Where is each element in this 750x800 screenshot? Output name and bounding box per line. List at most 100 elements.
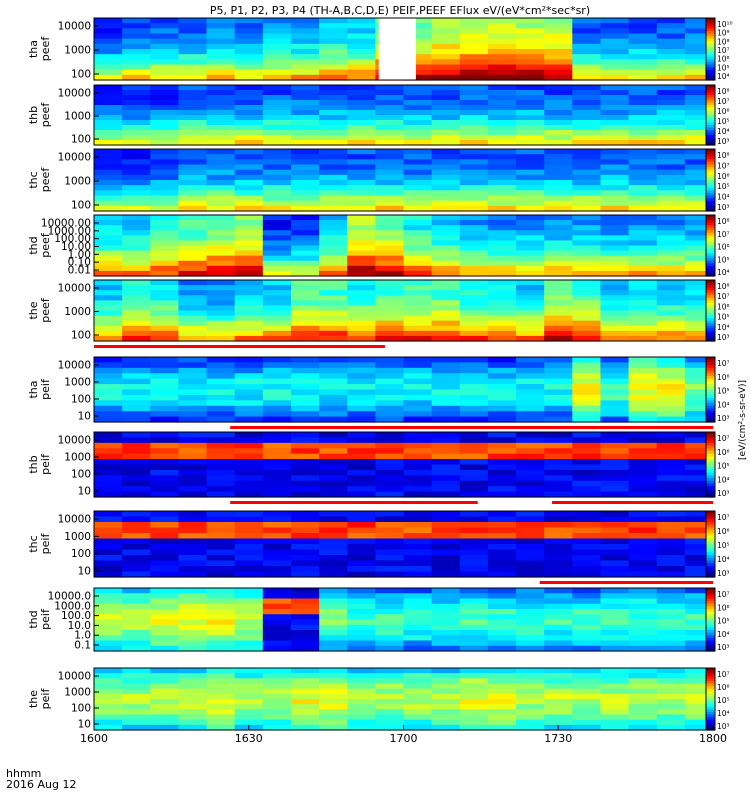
x-tick-label: 1800 (699, 732, 727, 745)
heatmap-cell (290, 320, 320, 327)
heatmap-cell (150, 100, 180, 106)
heatmap-cell (347, 357, 376, 364)
heatmap-cell (122, 640, 151, 647)
panel-species-label: peef (39, 297, 52, 323)
heatmap-cell (206, 74, 236, 81)
heatmap-cell (290, 295, 320, 301)
heatmap-cell (403, 560, 433, 567)
heatmap-cell (94, 190, 123, 197)
heatmap-cell (628, 110, 658, 116)
heatmap-cell (94, 609, 123, 615)
heatmap-cell (656, 544, 686, 551)
heatmap-cell (544, 220, 573, 226)
heatmap-cell (375, 709, 405, 716)
heatmap-cell (375, 159, 405, 166)
heatmap-cell (122, 411, 151, 418)
heatmap-cell (122, 115, 151, 121)
colorbar-step (706, 375, 715, 380)
heatmap-cell (375, 300, 405, 307)
heatmap-cell (122, 69, 151, 76)
heatmap-cell (431, 215, 461, 221)
heatmap-cell (403, 714, 433, 721)
quality-flag-bar (230, 501, 478, 504)
heatmap-cell (403, 448, 433, 455)
heatmap-cell (516, 95, 545, 101)
heatmap-cell (94, 164, 123, 171)
heatmap-cell (234, 255, 264, 262)
heatmap-cell (347, 640, 376, 647)
heatmap-cell (487, 624, 517, 631)
heatmap-cell (150, 115, 180, 121)
heatmap-cell (487, 270, 517, 277)
heatmap-cell (375, 305, 405, 312)
colorbar-frame (705, 356, 716, 423)
heatmap-cell (290, 105, 320, 111)
heatmap-cell (459, 571, 489, 578)
heatmap-cell (684, 265, 714, 272)
heatmap-cell (178, 23, 208, 29)
heatmap-cell (431, 280, 461, 286)
heatmap-cell (94, 719, 123, 726)
colorbar-step (706, 549, 715, 553)
heatmap-cell (684, 300, 714, 307)
heatmap-cell (600, 475, 630, 482)
heatmap-cell (628, 185, 658, 191)
heatmap-cell (290, 411, 320, 418)
heatmap-cell (262, 469, 292, 476)
heatmap-cell (150, 220, 180, 226)
heatmap-cell (94, 225, 123, 231)
heatmap-cell (262, 719, 292, 726)
heatmap-cell (347, 384, 376, 391)
heatmap-cell (178, 384, 208, 391)
heatmap-cell (544, 491, 573, 498)
heatmap-cell (572, 362, 602, 369)
heatmap-cell (544, 149, 573, 155)
heatmap-cell (628, 453, 658, 460)
heatmap-cell (516, 566, 545, 573)
heatmap-cell (94, 598, 123, 605)
heatmap-cell (122, 54, 151, 60)
heatmap-cell (403, 100, 433, 106)
heatmap-cell (572, 185, 602, 191)
colorbar-step (706, 480, 715, 485)
heatmap-cell (516, 511, 545, 518)
heatmap-cell (206, 245, 236, 252)
heatmap-cell (290, 135, 320, 141)
y-tick-label: 1.0 (74, 630, 91, 642)
y-tick-label: 1000.00 (48, 225, 91, 237)
heatmap-cell (206, 240, 236, 247)
heatmap-cell (319, 400, 348, 407)
heatmap-cell (319, 367, 348, 374)
heatmap-cell (459, 320, 489, 327)
heatmap-cell (347, 310, 376, 317)
heatmap-cell (684, 378, 714, 385)
heatmap-cell (234, 678, 264, 685)
heatmap-cell (178, 560, 208, 567)
heatmap-cell (262, 135, 292, 141)
heatmap-cell (290, 280, 320, 286)
heatmap-cell (262, 280, 292, 286)
heatmap-cell (572, 714, 602, 721)
heatmap-cell (290, 115, 320, 121)
heatmap-cell (234, 486, 264, 493)
x-tick-label: 1600 (80, 732, 108, 745)
heatmap-cell (150, 373, 180, 380)
colorbar-step (706, 273, 715, 277)
heatmap-cell (403, 394, 433, 401)
colorbar-step (706, 630, 715, 634)
heatmap-cell (347, 225, 376, 231)
heatmap-cell (459, 225, 489, 231)
heatmap-cell (459, 265, 489, 272)
heatmap-cell (290, 668, 320, 674)
panel-thd-peef: 10000.001000.00100.0010.001.000.100.01th… (27, 214, 730, 277)
heatmap-cell (572, 480, 602, 487)
heatmap-cell (544, 185, 573, 191)
y-tick-label: 10000 (58, 88, 91, 100)
heatmap-cell (234, 619, 264, 626)
heatmap-cell (150, 28, 180, 35)
heatmap-cell (206, 310, 236, 317)
heatmap-cell (487, 33, 517, 40)
heatmap-cell (206, 724, 236, 731)
colorbar-step (706, 169, 715, 173)
